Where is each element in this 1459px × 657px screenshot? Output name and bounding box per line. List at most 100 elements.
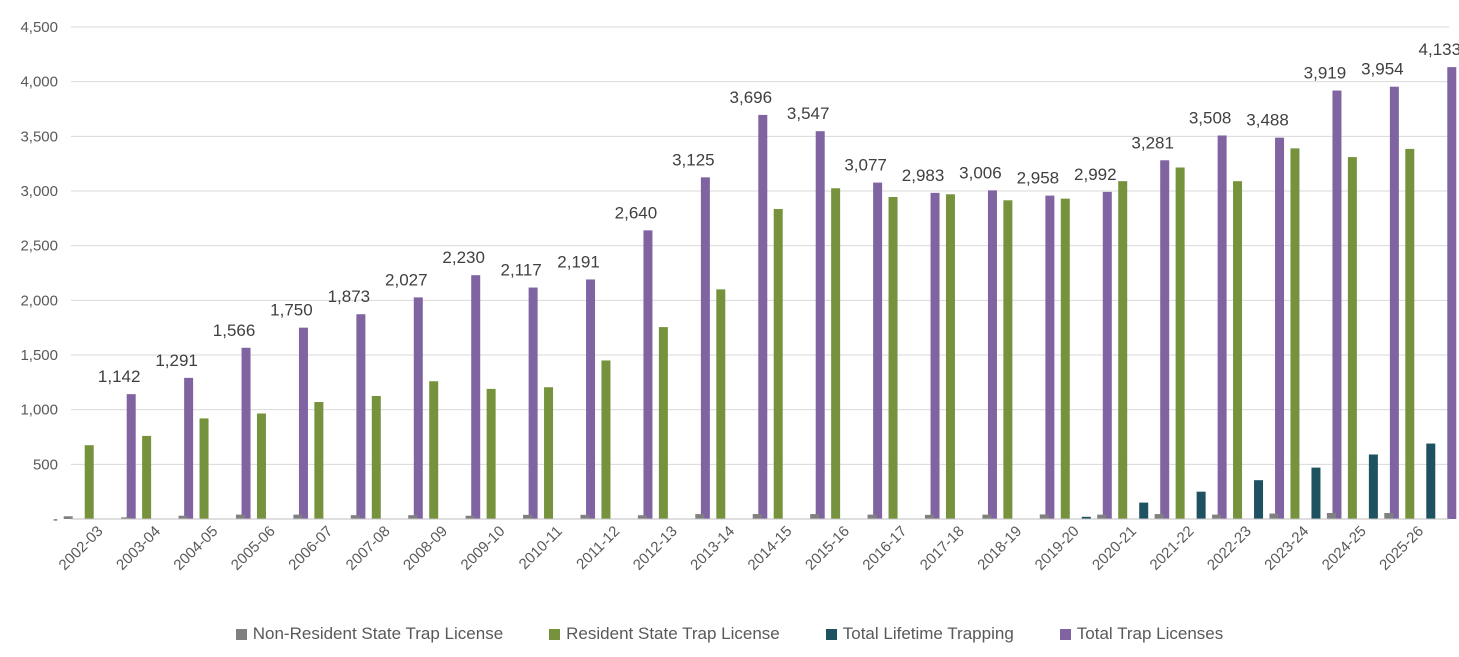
bar-lifetime <box>1311 467 1321 519</box>
data-labels: 1,142 1,291 1,566 1,750 1,873 2,027 2,230 2,117… <box>98 40 1459 386</box>
x-tick-label: 2004-05 <box>170 523 221 574</box>
data-label: 3,919 <box>1304 64 1347 83</box>
bar-non-resident <box>465 515 475 519</box>
data-label: 2,958 <box>1017 169 1060 188</box>
bar-non-resident <box>293 514 303 519</box>
bar-non-resident <box>1269 513 1279 519</box>
bar-non-resident <box>982 514 992 519</box>
data-label: 3,125 <box>672 150 715 169</box>
bar-total <box>700 177 710 520</box>
data-label: 1,873 <box>328 287 371 306</box>
data-label: 3,281 <box>1131 133 1174 152</box>
x-tick-label: 2005-06 <box>228 523 279 574</box>
bar-total <box>1160 160 1170 519</box>
bar-resident <box>544 387 554 519</box>
bar-total <box>1447 67 1457 519</box>
legend-swatch <box>235 628 247 640</box>
bar-non-resident <box>1039 514 1049 519</box>
bar-resident <box>601 360 611 519</box>
bar-non-resident <box>1326 512 1336 519</box>
bar-resident <box>945 194 955 519</box>
x-tick-label: 2020-21 <box>1089 523 1140 574</box>
bar-resident <box>1405 148 1415 519</box>
y-tick-label: 4,500 <box>20 19 58 36</box>
legend-item-resident: Resident State Trap License <box>549 624 780 644</box>
bar-resident <box>1118 181 1128 519</box>
bar-resident <box>1347 157 1357 519</box>
data-label: 3,547 <box>787 104 830 123</box>
data-label: 1,750 <box>270 301 313 320</box>
y-tick-label: 2,000 <box>20 292 58 309</box>
y-axis-ticks: - 500 1,000 1,500 2,000 2,500 3,000 3,500 4,000 4… <box>20 19 58 528</box>
bar-lifetime <box>1081 516 1091 519</box>
legend-label: Non-Resident State Trap License <box>252 624 504 643</box>
bar-total <box>298 327 308 519</box>
bar-lifetime <box>1426 443 1436 519</box>
x-tick-label: 2011-12 <box>573 523 623 573</box>
bar-non-resident <box>695 514 705 519</box>
data-label: 3,508 <box>1189 108 1232 127</box>
bar-resident <box>429 381 439 519</box>
x-tick-label: 2016-17 <box>859 523 910 574</box>
x-tick-label: 2018-19 <box>974 523 1025 574</box>
bar-non-resident <box>1384 512 1394 519</box>
bars <box>63 67 1457 520</box>
legend-swatch <box>1059 628 1071 640</box>
data-label: 3,488 <box>1246 111 1289 130</box>
bar-total <box>471 275 481 519</box>
x-tick-label: 2012-13 <box>630 523 681 574</box>
data-label: 2,983 <box>902 166 945 185</box>
legend: Non-Resident State Trap License Resident… <box>0 624 1459 644</box>
bar-non-resident <box>63 516 73 519</box>
y-tick-label: 1,000 <box>20 402 58 419</box>
x-tick-label: 2014-15 <box>745 523 796 574</box>
bar-total <box>758 114 768 520</box>
bar-resident <box>84 445 94 519</box>
bar-resident <box>142 435 152 519</box>
bar-total <box>356 314 366 519</box>
y-tick-label: 3,500 <box>20 128 58 145</box>
bar-resident <box>1060 198 1070 520</box>
x-tick-label: 2025-26 <box>1376 523 1427 574</box>
bar-resident <box>371 396 381 519</box>
x-tick-label: 2002-03 <box>56 523 107 574</box>
legend-item-total: Total Trap Licenses <box>1059 624 1223 644</box>
data-label: 1,291 <box>155 351 198 370</box>
bar-total <box>1389 86 1399 520</box>
bar-total <box>873 182 883 519</box>
bar-total <box>586 279 596 519</box>
bar-total <box>413 297 423 519</box>
legend-swatch <box>825 628 837 640</box>
y-tick-label: 2,500 <box>20 238 58 255</box>
y-tick-label: 3,000 <box>20 183 58 200</box>
legend-item-non-resident: Non-Resident State Trap License <box>235 624 504 644</box>
x-tick-label: 2013-14 <box>687 523 738 574</box>
bar-lifetime <box>1139 502 1149 519</box>
data-label: 3,696 <box>730 88 773 107</box>
bar-non-resident <box>637 515 647 519</box>
bar-total <box>643 230 653 520</box>
bar-total <box>930 192 940 519</box>
bar-non-resident <box>1212 514 1222 519</box>
legend-item-lifetime: Total Lifetime Trapping <box>825 624 1014 644</box>
x-axis-ticks: 2002-03 2003-04 2004-05 2005-06 2006-07 2007-… <box>56 523 1428 574</box>
bar-non-resident <box>1154 514 1164 519</box>
x-tick-label: 2008-09 <box>400 523 451 574</box>
data-label: 1,566 <box>213 321 256 340</box>
data-label: 3,954 <box>1361 60 1404 79</box>
bar-non-resident <box>178 515 188 519</box>
x-tick-label: 2021-22 <box>1146 523 1197 574</box>
bar-total <box>1332 90 1342 519</box>
bar-resident <box>486 388 496 519</box>
bar-non-resident <box>580 514 590 519</box>
bar-non-resident <box>810 514 820 519</box>
bar-total <box>987 190 997 519</box>
bar-non-resident <box>867 514 877 519</box>
bar-chart: - 500 1,000 1,500 2,000 2,500 3,000 3,500 4,000 4… <box>20 19 1459 574</box>
legend-label: Resident State Trap License <box>566 624 780 643</box>
bar-non-resident <box>1097 514 1107 519</box>
legend-label: Total Lifetime Trapping <box>842 624 1014 643</box>
bar-resident <box>773 209 783 520</box>
bar-non-resident <box>752 514 762 519</box>
legend-swatch <box>549 628 561 640</box>
